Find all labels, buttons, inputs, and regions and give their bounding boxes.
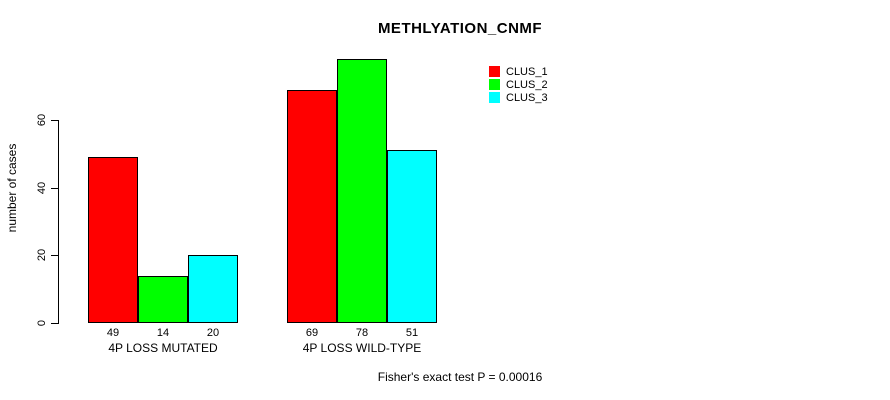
legend-swatch-clus_1 [489, 66, 500, 77]
bar-value-label: 14 [156, 327, 170, 339]
legend: CLUS_1 CLUS_2 CLUS_3 [489, 65, 548, 104]
legend-label: CLUS_3 [506, 91, 548, 104]
chart-title: METHLYATION_CNMF [377, 20, 543, 37]
legend-label: CLUS_2 [506, 78, 548, 91]
bar-value-label: 49 [106, 327, 120, 339]
annotation-fisher-test: Fisher's exact test P = 0.00016 [377, 370, 543, 384]
y-tick-label: 40 [36, 181, 48, 195]
legend-swatch-clus_2 [489, 79, 500, 90]
y-tick-mark [51, 188, 58, 189]
bar-clus_3 [387, 150, 437, 323]
bar-value-label: 69 [305, 327, 319, 339]
bar-value-label: 20 [206, 327, 220, 339]
legend-swatch-clus_3 [489, 92, 500, 103]
legend-row: CLUS_2 [489, 78, 548, 91]
legend-label: CLUS_1 [506, 65, 548, 78]
y-tick-label: 0 [36, 319, 48, 327]
legend-row: CLUS_3 [489, 91, 548, 104]
category-label: 4P LOSS WILD-TYPE [302, 341, 422, 355]
y-tick-mark [51, 120, 58, 121]
bar-clus_1 [287, 90, 337, 323]
y-tick-label: 60 [36, 113, 48, 127]
y-axis-line [58, 120, 59, 324]
y-tick-label: 20 [36, 248, 48, 262]
legend-row: CLUS_1 [489, 65, 548, 78]
category-label: 4P LOSS MUTATED [108, 341, 218, 355]
y-tick-mark [51, 255, 58, 256]
bar-clus_2 [337, 59, 387, 323]
bar-value-label: 51 [405, 327, 419, 339]
y-axis-label: number of cases [5, 143, 19, 233]
bar-clus_3 [188, 255, 238, 323]
bar-clus_1 [88, 157, 138, 323]
bar-clus_2 [138, 276, 188, 323]
y-tick-mark [51, 323, 58, 324]
bar-value-label: 78 [355, 327, 369, 339]
